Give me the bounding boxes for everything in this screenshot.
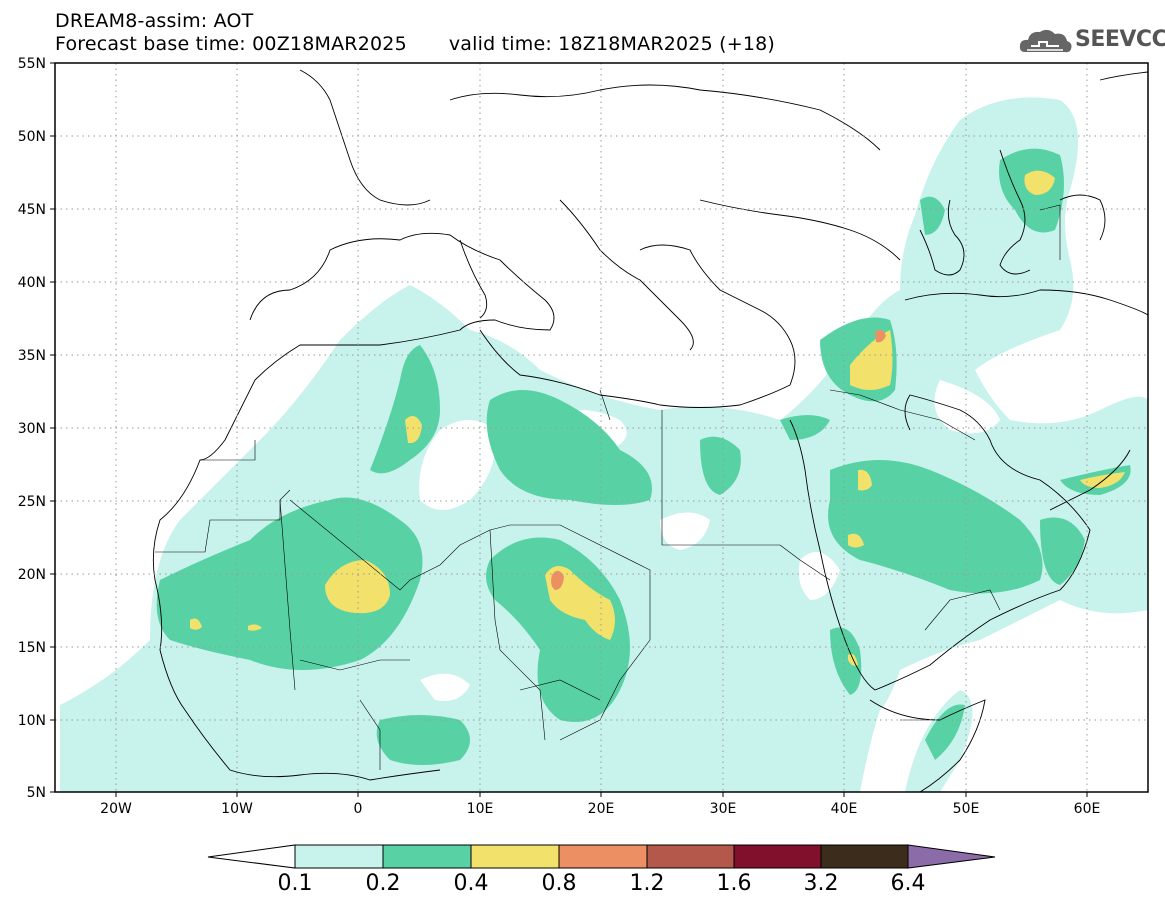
lon-label: 50E [953, 801, 980, 817]
lon-label: 30E [710, 801, 737, 817]
lon-label: 0 [354, 801, 363, 817]
time-line: Forecast base time: 00Z18MAR2025 valid ti… [55, 33, 775, 55]
aot-band-0-4 [190, 170, 1125, 666]
colorbar-label: 1.2 [630, 871, 665, 896]
valid-time-text: valid time: 18Z18MAR2025 (+18) [448, 33, 776, 55]
aot-band-0-8 [551, 329, 886, 590]
lon-label: 20E [588, 801, 615, 817]
colorbar-label: 6.4 [891, 871, 926, 896]
coastlines [152, 69, 1148, 792]
lon-label: 10W [221, 801, 253, 817]
colorbar-above-triangle [907, 844, 996, 869]
title-text: DREAM8-assim: AOT [55, 10, 254, 32]
colorbar-label: 0.1 [278, 871, 313, 896]
aot-field [60, 97, 1148, 792]
lat-label: 20N [18, 567, 46, 583]
colorbar-bin [470, 844, 560, 869]
graticule [55, 63, 1148, 792]
axis-ticks [50, 62, 1088, 797]
lat-label: 10N [18, 713, 46, 729]
base-time-text: Forecast base time: 00Z18MAR2025 [55, 33, 407, 55]
colorbar-label: 0.4 [454, 871, 489, 896]
lat-label: 55N [18, 56, 46, 72]
colorbar-bin [558, 844, 648, 869]
lat-label: 40N [18, 275, 46, 291]
map-title: DREAM8-assim: AOT [55, 10, 253, 32]
cloud-logo-icon [1019, 29, 1072, 53]
lon-label: 10E [467, 801, 494, 817]
colorbar-label: 0.8 [542, 871, 577, 896]
lat-label: 45N [18, 202, 46, 218]
colorbar-label: 1.6 [717, 871, 752, 896]
lat-label: 5N [27, 785, 46, 801]
colorbar-bin [733, 844, 822, 869]
lat-label: 30N [18, 421, 46, 437]
colorbar-bin [820, 844, 909, 869]
lat-label: 25N [18, 494, 46, 510]
country-borders [155, 204, 1061, 770]
colorbar-below-triangle [207, 844, 296, 869]
lat-label: 50N [18, 129, 46, 145]
longitude-labels: 20W 10W 0 10E 20E 30E 40E 50E 60E [100, 801, 1100, 817]
lon-label: 20W [100, 801, 132, 817]
colorbar-label: 0.2 [366, 871, 401, 896]
aot-band-0-2 [156, 148, 1131, 765]
colorbar-labels: 0.1 0.2 0.4 0.8 1.2 1.6 3.2 6.4 [278, 871, 926, 896]
colorbar-bin [382, 844, 472, 869]
lat-label: 35N [18, 348, 46, 364]
seevccc-logo: SEEVCCC [1017, 24, 1165, 58]
colorbar-bin [294, 844, 384, 869]
colorbar [207, 844, 996, 869]
latitude-labels: 55N 50N 45N 40N 35N 30N 25N 20N 15N 10N … [18, 56, 46, 801]
colorbar-bin [646, 844, 735, 869]
lon-label: 40E [831, 801, 858, 817]
colorbar-label: 3.2 [804, 871, 839, 896]
lat-label: 15N [18, 640, 46, 656]
lon-label: 60E [1074, 801, 1101, 817]
logo-text: SEEVCCC [1075, 27, 1165, 52]
